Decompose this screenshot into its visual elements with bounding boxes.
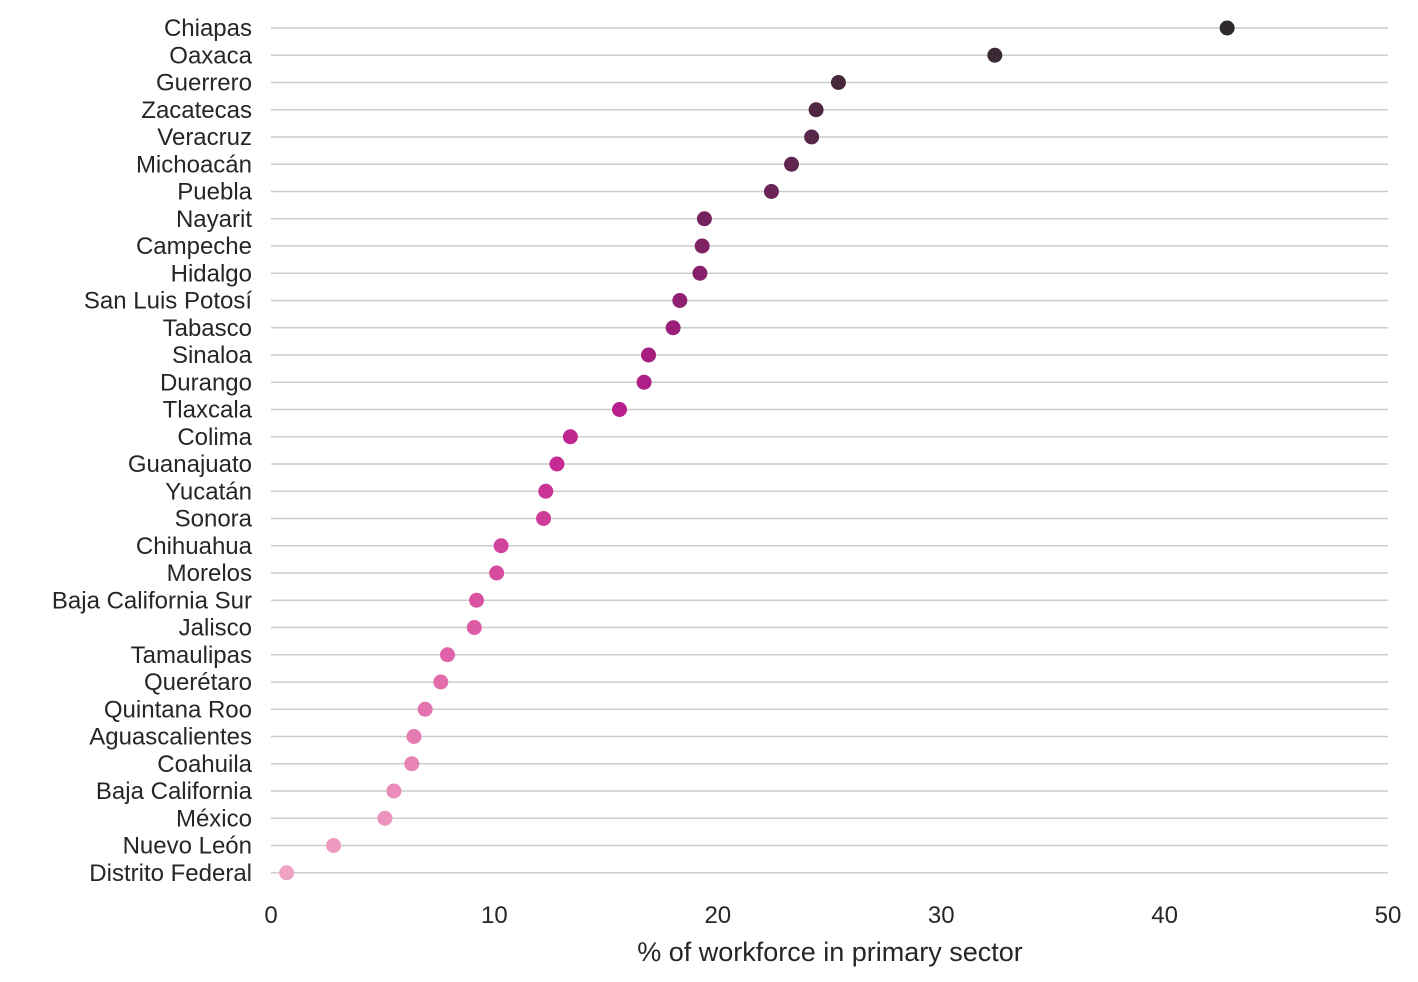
category-label: San Luis Potosí xyxy=(84,288,252,315)
category-label: Sinaloa xyxy=(172,342,253,369)
category-label: Hidalgo xyxy=(171,260,252,287)
category-label: Morelos xyxy=(167,560,252,587)
x-tick-label: 40 xyxy=(1151,902,1178,929)
data-point xyxy=(830,75,846,90)
category-label: Distrito Federal xyxy=(89,860,252,887)
category-label: México xyxy=(176,805,252,832)
data-point xyxy=(386,783,402,799)
category-label: Oaxaca xyxy=(169,42,252,69)
gridlines xyxy=(271,27,1388,874)
x-axis-ticks: 0 10 20 30 40 50 xyxy=(264,902,1401,929)
data-point xyxy=(808,102,824,118)
category-label: Campeche xyxy=(136,233,252,260)
data-point xyxy=(672,293,688,308)
category-label: Quintana Roo xyxy=(104,696,252,723)
data-point xyxy=(377,810,393,826)
x-axis-title: % of workforce in primary sector xyxy=(637,937,1023,967)
data-point xyxy=(763,184,779,199)
x-tick-label: 30 xyxy=(928,902,955,929)
category-label: Guanajuato xyxy=(128,451,252,478)
x-tick-label: 10 xyxy=(481,902,508,929)
data-point xyxy=(466,620,482,635)
data-point xyxy=(804,129,820,145)
category-label: Querétaro xyxy=(144,669,252,696)
data-point xyxy=(1219,20,1235,36)
data-point xyxy=(987,47,1003,63)
category-label: Michoacán xyxy=(136,151,252,178)
x-tick-label: 0 xyxy=(264,902,277,929)
data-point xyxy=(784,156,800,172)
data-point xyxy=(326,838,342,853)
category-label: Chiapas xyxy=(164,15,252,42)
category-label: Nayarit xyxy=(176,206,252,233)
category-label: Guerrero xyxy=(156,70,252,97)
category-label: Nuevo León xyxy=(123,833,252,860)
data-point xyxy=(636,374,652,390)
category-label: Veracruz xyxy=(157,124,252,151)
category-label: Coahuila xyxy=(157,751,252,778)
category-label: Zacatecas xyxy=(141,97,252,124)
category-label: Sonora xyxy=(175,506,253,533)
category-label: Baja California Sur xyxy=(52,587,252,614)
category-label: Baja California xyxy=(96,778,253,805)
category-label: Tabasco xyxy=(163,315,252,342)
data-point xyxy=(417,701,433,717)
category-label: Tamaulipas xyxy=(131,642,252,669)
data-points xyxy=(279,20,1235,881)
data-point xyxy=(493,538,509,554)
category-label: Jalisco xyxy=(179,615,252,642)
data-point xyxy=(641,347,657,363)
x-tick-label: 20 xyxy=(704,902,731,929)
category-label: Durango xyxy=(160,369,252,396)
data-point xyxy=(469,592,485,608)
data-point xyxy=(536,511,552,526)
data-point xyxy=(279,865,295,881)
category-label: Chihuahua xyxy=(136,533,253,560)
data-point xyxy=(696,211,712,227)
data-point xyxy=(694,238,710,254)
x-tick-label: 50 xyxy=(1375,902,1402,929)
data-point xyxy=(549,456,565,472)
data-point xyxy=(692,265,708,281)
category-label: Colima xyxy=(177,424,252,451)
data-point xyxy=(433,674,449,690)
category-label: Yucatán xyxy=(165,478,252,505)
data-point xyxy=(538,483,554,499)
data-point xyxy=(439,647,455,663)
data-point xyxy=(406,729,422,744)
category-label: Puebla xyxy=(177,179,252,206)
data-point xyxy=(489,565,505,581)
category-label: Aguascalientes xyxy=(89,724,252,751)
category-labels: ChiapasOaxacaGuerreroZacatecasVeracruzMi… xyxy=(52,15,253,887)
category-label: Tlaxcala xyxy=(163,397,253,424)
data-point xyxy=(665,320,681,336)
data-point xyxy=(562,429,578,445)
data-point xyxy=(612,402,628,417)
data-point xyxy=(404,756,420,772)
